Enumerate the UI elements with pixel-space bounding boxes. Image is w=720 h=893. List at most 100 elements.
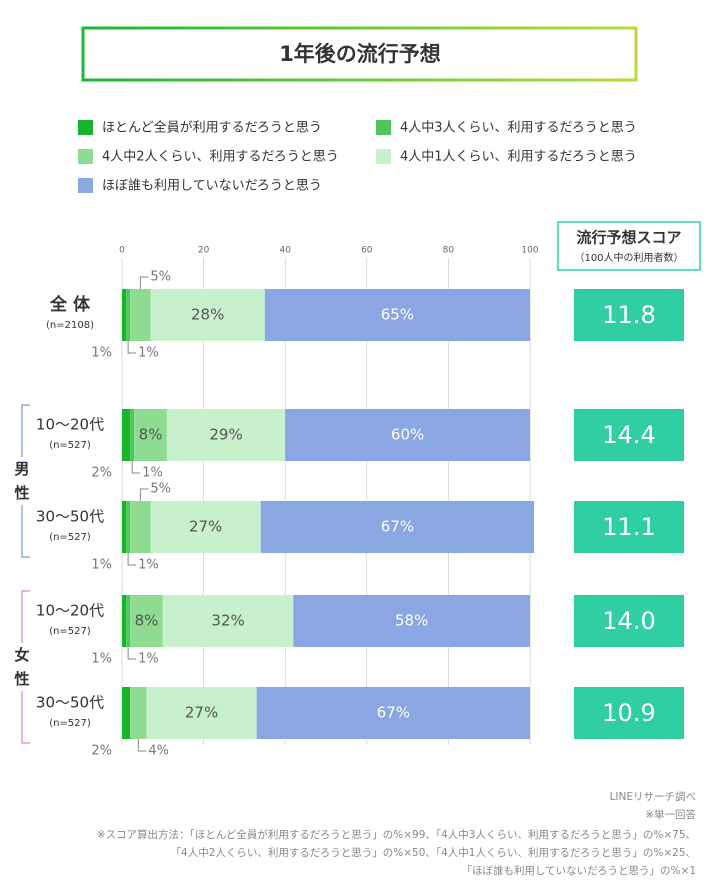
- category-label: 30〜50代: [36, 508, 104, 526]
- bar-segment: [126, 289, 131, 341]
- group-label-bg: [12, 643, 32, 691]
- bar-segment: [130, 595, 163, 647]
- legend-label: 4人中1人くらい、利用するだろうと思う: [400, 150, 637, 165]
- value-label: 1%: [142, 466, 163, 481]
- footnote: ※単一回答: [645, 808, 696, 821]
- bar-segment: [166, 409, 286, 461]
- score-box: [574, 501, 684, 553]
- x-tick-label: 100: [521, 246, 538, 256]
- score-label: 14.0: [602, 607, 655, 635]
- legend-swatch: [376, 120, 391, 135]
- score-subtitle: （100人中の利用者数）: [574, 251, 683, 264]
- score-title: 流行予想スコア: [576, 229, 681, 247]
- value-label: 27%: [189, 518, 222, 536]
- x-tick-label: 20: [198, 246, 210, 256]
- value-label: 8%: [135, 612, 159, 630]
- bar-segment: [146, 687, 257, 739]
- leader-line: [137, 739, 147, 752]
- title-box: [81, 26, 638, 82]
- x-tick-label: 80: [443, 246, 455, 256]
- value-label: 27%: [185, 704, 218, 722]
- leader-line: [139, 488, 149, 501]
- value-label: 32%: [211, 612, 244, 630]
- score-label: 11.1: [602, 513, 655, 541]
- bar-segment: [256, 687, 530, 739]
- value-label: 29%: [209, 426, 242, 444]
- value-label: 60%: [391, 426, 424, 444]
- x-tick-label: 0: [119, 246, 125, 256]
- x-tick-label: 40: [279, 246, 291, 256]
- category-note: (n=527): [49, 532, 91, 543]
- legend-swatch: [78, 120, 93, 135]
- category-note: (n=527): [49, 440, 91, 451]
- bar-segment: [122, 289, 127, 341]
- x-tick-label: 60: [361, 246, 373, 256]
- bar-segment: [122, 409, 131, 461]
- bar-segment: [126, 595, 131, 647]
- category-note: (n=2108): [46, 320, 94, 331]
- value-label: 1%: [91, 346, 112, 361]
- score-label: 14.4: [602, 421, 655, 449]
- value-label: 1%: [91, 652, 112, 667]
- legend-swatch: [78, 149, 93, 164]
- leader-line: [139, 276, 149, 289]
- bar-segment: [293, 595, 530, 647]
- value-label: 5%: [150, 270, 171, 285]
- category-label: 10〜20代: [36, 602, 104, 620]
- bar-segment: [130, 687, 147, 739]
- value-label: 5%: [150, 482, 171, 497]
- legend-swatch: [78, 178, 93, 193]
- value-label: 67%: [381, 518, 414, 536]
- leader-line: [127, 341, 137, 354]
- value-label: 67%: [377, 704, 410, 722]
- legend-label: 4人中3人くらい、利用するだろうと思う: [400, 121, 637, 136]
- bar-segment: [130, 501, 151, 553]
- value-label: 65%: [381, 306, 414, 324]
- value-label: 28%: [191, 306, 224, 324]
- value-label: 2%: [91, 466, 112, 481]
- value-label: 8%: [139, 426, 163, 444]
- leader-line: [131, 461, 141, 474]
- score-box: [574, 289, 684, 341]
- bar-segment: [126, 501, 131, 553]
- value-label: 1%: [138, 652, 159, 667]
- group-label-bg: [12, 457, 32, 505]
- bar-segment: [130, 289, 151, 341]
- footnote: LINEリサーチ調べ: [610, 790, 696, 803]
- score-box: [574, 687, 684, 739]
- legend-label: ほとんど全員が利用するだろうと思う: [102, 120, 322, 136]
- group-label: 女性: [14, 646, 29, 688]
- legend-label: 4人中2人くらい、利用するだろうと思う: [102, 150, 339, 165]
- category-label: 全 体: [49, 294, 91, 315]
- footnote: ※スコア算出方法：「ほとんど全員が利用するだろうと思う」の%×99、「4人中3人…: [97, 828, 696, 841]
- group-label: 男性: [14, 460, 29, 502]
- bar-segment: [260, 501, 535, 553]
- score-box: [574, 409, 684, 461]
- category-note: (n=527): [49, 626, 91, 637]
- value-label: 58%: [395, 612, 428, 630]
- bar-segment: [150, 289, 265, 341]
- bar-segment: [134, 409, 167, 461]
- bar-segment: [264, 289, 530, 341]
- bar-segment: [130, 409, 135, 461]
- bar-segment: [122, 687, 131, 739]
- score-label: 11.8: [602, 301, 655, 329]
- value-label: 4%: [148, 744, 169, 759]
- bar-segment: [285, 409, 530, 461]
- bar-segment: [122, 501, 127, 553]
- value-label: 1%: [138, 558, 159, 573]
- value-label: 1%: [138, 346, 159, 361]
- footnote: 「4人中2人くらい、利用するだろうと思う」の%×50、「4人中1人くらい、利用す…: [171, 846, 696, 859]
- category-note: (n=527): [49, 718, 91, 729]
- score-header-box: [557, 221, 701, 271]
- bar-segment: [162, 595, 294, 647]
- footnote: 「ほぼ誰も利用していないだろうと思う」の%×1: [461, 864, 696, 877]
- bar-segment: [150, 501, 261, 553]
- legend-swatch: [376, 149, 391, 164]
- score-label: 10.9: [602, 699, 655, 727]
- category-label: 10〜20代: [36, 416, 104, 434]
- value-label: 2%: [91, 744, 112, 759]
- leader-line: [127, 647, 137, 660]
- bar-segment: [122, 595, 127, 647]
